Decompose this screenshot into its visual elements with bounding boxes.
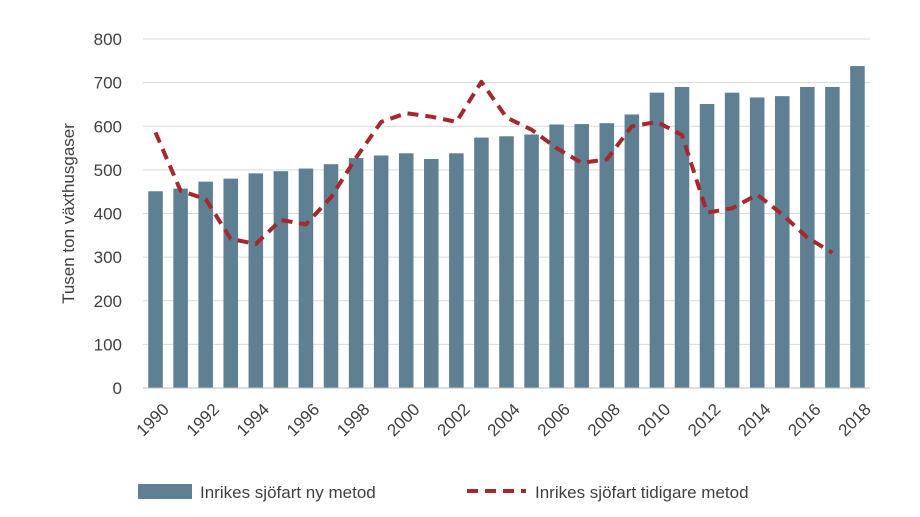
x-tick-label: 2016	[784, 400, 824, 440]
legend-bar-swatch	[138, 484, 192, 499]
y-tick-label: 600	[94, 117, 122, 136]
bar-1999	[373, 155, 389, 388]
bar-1995	[273, 171, 289, 388]
bar-1992	[198, 181, 213, 388]
line-series	[153, 79, 834, 255]
y-tick-label: 400	[94, 205, 122, 224]
legend-label-tidigare-metod: Inrikes sjöfart tidigare metod	[535, 483, 749, 502]
bar-2000	[398, 153, 414, 388]
bar-2012	[699, 104, 715, 388]
line-tidigare-metod	[153, 79, 834, 255]
x-tick-label: 1998	[333, 400, 373, 440]
bar-1997	[323, 164, 339, 388]
bar-2018	[850, 66, 865, 389]
legend-label-ny-metod: Inrikes sjöfart ny metod	[200, 483, 376, 502]
bar-1998	[348, 158, 364, 388]
bar-2005	[524, 134, 539, 388]
x-tick-label: 2014	[734, 400, 774, 440]
bar-2014	[749, 97, 765, 389]
bar-2003	[474, 137, 489, 388]
y-tick-label: 700	[94, 74, 122, 93]
x-tick-label: 2012	[684, 400, 724, 440]
x-tick-label: 1996	[283, 400, 323, 440]
legend: Inrikes sjöfart ny metod Inrikes sjöfart …	[138, 483, 749, 502]
x-tick-label: 2006	[534, 400, 574, 440]
bar-2015	[774, 96, 790, 389]
y-tick-label: 500	[94, 161, 122, 180]
y-tick-label: 100	[94, 335, 122, 354]
bar-2004	[499, 136, 514, 388]
bar-2006	[549, 124, 564, 388]
x-tick-label: 1990	[133, 400, 173, 440]
x-tick-label: 1994	[233, 400, 273, 440]
x-tick-label: 2004	[484, 400, 524, 440]
bar-2002	[449, 153, 464, 388]
bar-2007	[574, 124, 589, 388]
x-tick-label: 2008	[584, 400, 624, 440]
y-tick-label: 300	[94, 248, 122, 267]
bar-2011	[674, 86, 690, 389]
y-tick-label: 0	[113, 379, 122, 398]
bar-1994	[248, 173, 264, 388]
x-tick-label: 2010	[634, 400, 674, 440]
bar-2001	[424, 158, 439, 388]
x-tick-label: 1992	[183, 400, 223, 440]
x-tick-label: 2018	[835, 400, 875, 440]
y-tick-label: 800	[94, 30, 122, 49]
y-axis-title: Tusen ton växthusgaser	[59, 123, 78, 304]
bar-2017	[825, 86, 840, 389]
y-tick-label: 200	[94, 292, 122, 311]
bar-1991	[173, 188, 188, 388]
bar-1990	[148, 191, 163, 388]
bar-1993	[223, 178, 239, 388]
bar-2009	[624, 114, 640, 388]
bar-2013	[724, 92, 740, 388]
bar-series	[148, 66, 865, 389]
bar-2010	[649, 92, 665, 388]
bar-1996	[298, 168, 314, 388]
bar-2008	[599, 123, 615, 388]
x-tick-label: 2002	[433, 400, 473, 440]
x-tick-label: 2000	[383, 400, 423, 440]
